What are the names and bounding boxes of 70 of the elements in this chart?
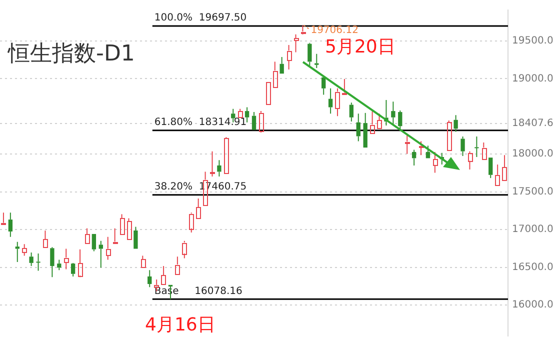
- candlestick: [148, 270, 152, 288]
- candlestick: [252, 112, 256, 130]
- candlestick: [405, 133, 410, 154]
- candlestick: [217, 160, 222, 177]
- y-tick-label: 17500.0: [512, 186, 554, 198]
- candlestick: [280, 56, 284, 74]
- candlestick: [468, 150, 473, 170]
- candlestick: [447, 120, 452, 151]
- candlestick: [474, 136, 479, 158]
- candlestick: [92, 234, 96, 252]
- candlestick: [113, 228, 118, 244]
- candlestick: [36, 253, 40, 272]
- candlestick: [314, 53, 319, 68]
- y-tick-label: 16000.0: [512, 300, 554, 311]
- candlestick: [356, 113, 360, 142]
- candlestick: [273, 61, 278, 88]
- candlestick: [134, 226, 138, 249]
- candlestick: [433, 151, 438, 174]
- candlestick: [98, 240, 103, 268]
- candlestick: [161, 266, 166, 285]
- annotation: 4月16日: [145, 314, 216, 336]
- candlestick: [495, 164, 500, 186]
- ref-line-label: 100.0% 19697.50: [154, 12, 247, 24]
- candlestick: [482, 142, 487, 160]
- candlestick: [412, 149, 416, 166]
- y-tick-label: 17000.0: [512, 224, 554, 236]
- y-tick-label: 16500.0: [512, 262, 554, 273]
- candlestick: [78, 248, 83, 278]
- candlestick: [335, 88, 340, 117]
- annotation: 5月20日: [325, 36, 396, 58]
- candlestick: [454, 114, 458, 132]
- candlestick: [342, 78, 347, 95]
- candlestick: [210, 150, 215, 177]
- candlestick: [8, 212, 13, 238]
- candlestick: [29, 252, 34, 267]
- candlestick: [64, 248, 69, 270]
- y-tick-label: 18407.6: [512, 118, 554, 129]
- candlestick: [43, 230, 48, 248]
- candlestick: [57, 259, 62, 271]
- candlestick: [502, 154, 507, 181]
- candlestick: [70, 264, 76, 277]
- candlestick: [196, 198, 201, 219]
- candlestick: [141, 255, 146, 268]
- candlestick: [370, 110, 375, 134]
- candlestick: [322, 77, 326, 96]
- ref-line-label: 61.80% 18314.91: [154, 116, 247, 128]
- candlestick: [363, 112, 368, 148]
- candlestick: [328, 88, 333, 114]
- y-tick-label: 19500.0: [512, 36, 554, 47]
- candlestick: [85, 228, 90, 244]
- candlestick: [391, 101, 396, 126]
- candlestick: [419, 140, 424, 156]
- y-tick-label: 19000.0: [512, 73, 554, 84]
- candlestick: [224, 136, 229, 174]
- candlestick: [488, 158, 493, 179]
- candlestick: [50, 246, 54, 278]
- candlestick: [175, 256, 180, 275]
- candlestick: [349, 102, 354, 122]
- candlestick: [1, 212, 6, 225]
- text: 恒生指数-D1: [7, 42, 135, 67]
- y-tick-label: 18000.0: [512, 148, 554, 160]
- candlestick: [120, 214, 125, 235]
- candlestick: [308, 42, 312, 66]
- candlestick: [244, 106, 250, 123]
- candlestick: [460, 136, 465, 157]
- candlestick: [106, 236, 111, 260]
- annotation: 19706.12: [310, 24, 358, 36]
- candlestick: [294, 34, 299, 53]
- candlestick: [287, 44, 292, 70]
- candlestick: [15, 241, 20, 262]
